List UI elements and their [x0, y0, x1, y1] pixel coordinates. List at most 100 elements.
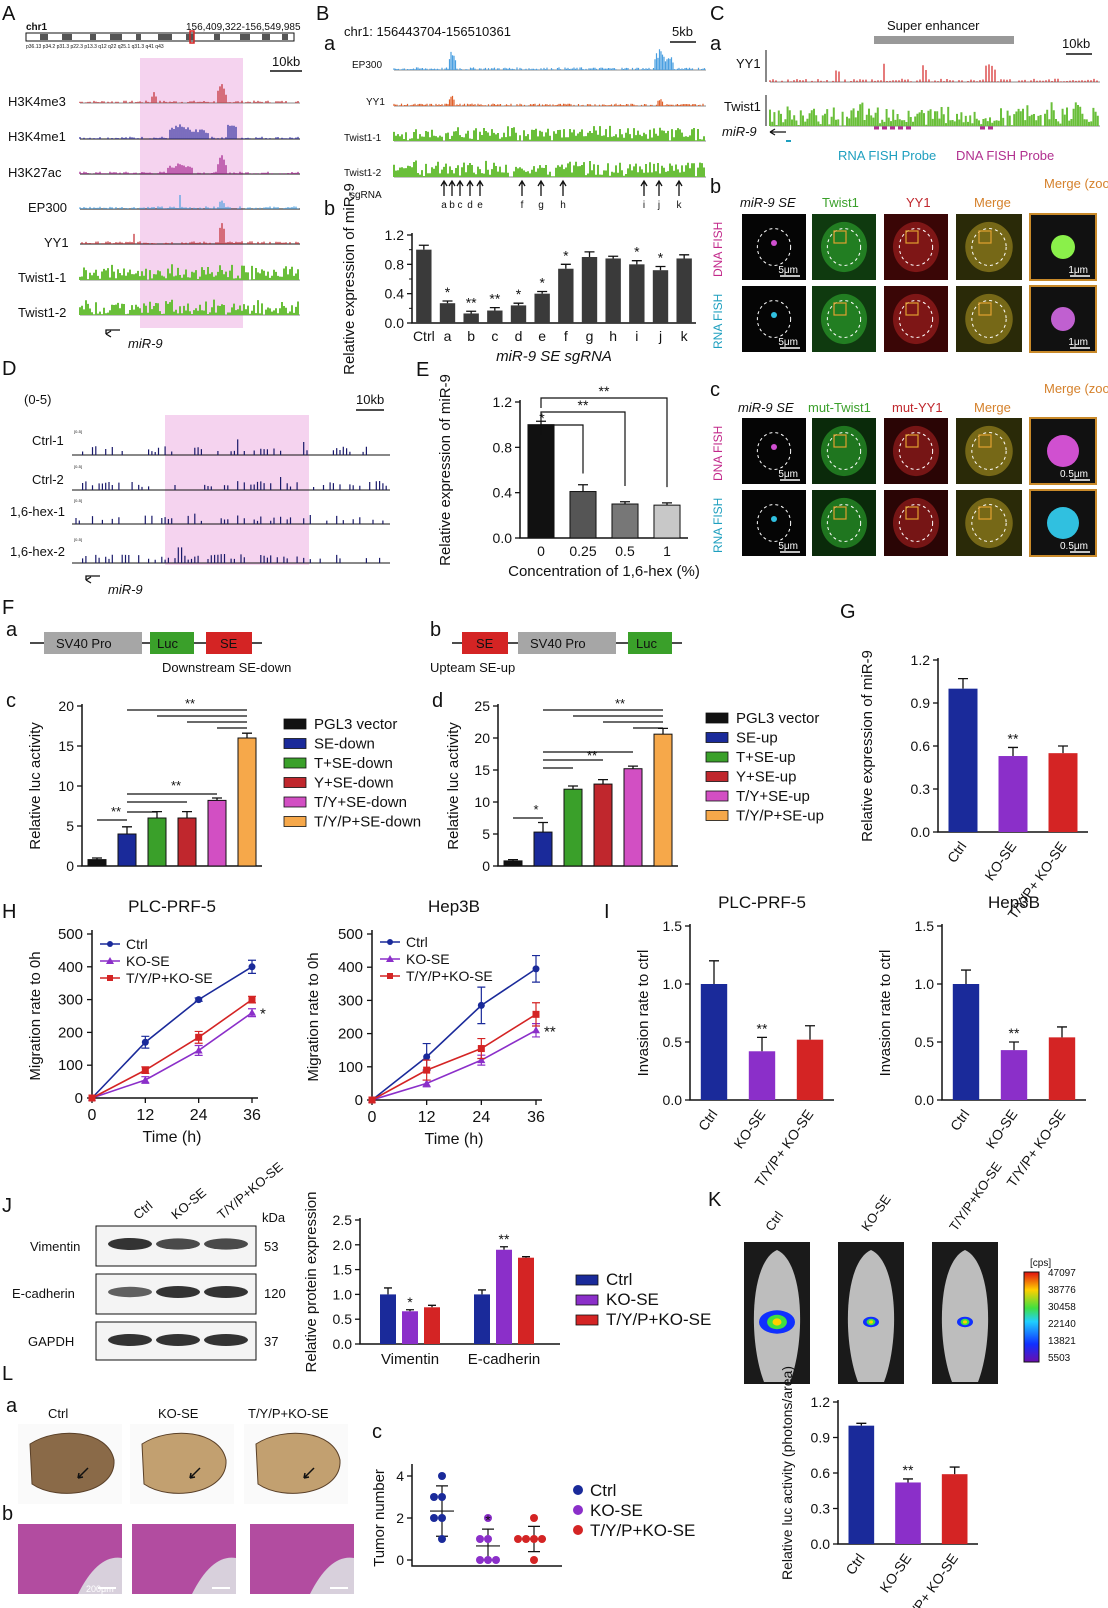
microscopy-image — [956, 214, 1022, 280]
protein-band — [156, 1286, 200, 1298]
signal-peaks — [769, 63, 1098, 82]
nucleus-outline — [971, 504, 1007, 542]
error-bar — [620, 501, 630, 504]
colorbar-tick: 47097 — [1048, 1268, 1076, 1279]
error-bar — [513, 302, 524, 306]
axis — [411, 1464, 562, 1567]
y-tick-label: 1.5 — [915, 918, 935, 934]
signal-peaks — [81, 223, 299, 244]
zoom-box — [833, 230, 847, 244]
bar — [527, 424, 555, 539]
x-tick-label: Ctrl — [842, 1551, 868, 1578]
cell-signal — [820, 293, 868, 345]
sgrna-arrow-icon — [559, 179, 567, 196]
data-point — [476, 1535, 484, 1543]
panel-a: A chr1 156,409,322-156,549,985 p36.13 p3… — [2, 3, 302, 351]
fish-spot — [771, 444, 777, 450]
bar — [581, 257, 598, 323]
size-label: 120 — [264, 1286, 286, 1301]
zoom-box — [833, 434, 847, 448]
significance-mark: * — [516, 286, 522, 302]
data-point — [477, 1056, 486, 1064]
y-tick-label: 0.4 — [493, 485, 513, 501]
nucleus-outline — [756, 432, 792, 470]
scale-label-c: 10kb — [1062, 36, 1090, 51]
error-bar — [568, 785, 578, 790]
y-tick-label: 1.2 — [811, 1394, 831, 1410]
legend-swatch — [705, 771, 729, 782]
error-bar — [466, 310, 477, 314]
panel-label-c: C — [710, 3, 724, 25]
data-point — [195, 996, 203, 1004]
x-tick-label: 36 — [527, 1109, 545, 1126]
y-axis-label: Invasion rate to ctrl — [877, 950, 894, 1077]
sv40-promoter-box — [518, 632, 616, 654]
bar — [463, 313, 479, 323]
track-label: 1,6-hex-1 — [10, 504, 65, 519]
data-point — [438, 1535, 446, 1543]
x-tick-label: 12 — [136, 1107, 154, 1124]
sgrna-arrow-icon — [518, 179, 526, 196]
bar — [748, 1051, 776, 1100]
subpanel-label: a — [6, 1395, 18, 1417]
data-point — [423, 1053, 431, 1061]
significance-mark: * — [563, 247, 569, 263]
cell-signal — [965, 221, 1013, 273]
legend-swatch — [705, 732, 729, 743]
arrow-icon — [77, 1467, 89, 1479]
sgrna-arrow-icon — [456, 179, 464, 196]
chart-h-plc-prf-5: 0 100 200 300 400 500 0 12 24 36 * PLC-PRF-5 Time (h… — [27, 897, 266, 1146]
microscopy-image — [812, 286, 876, 352]
y-tick-label: 100 — [58, 1057, 83, 1074]
column-header: Twist1 — [822, 195, 859, 210]
chart-f-c-luc-activity: 0 5 10 15 20 Relative luc activity ** ** ** — [27, 696, 262, 874]
dna-probe-label: DNA FISH Probe — [956, 148, 1054, 163]
data-point — [422, 1079, 431, 1087]
panel-b: B a chr1: 156443704-156510361 5kb EP300 … — [316, 3, 706, 375]
x-tick-label: h — [609, 328, 617, 344]
track-label: Ctrl-1 — [32, 433, 64, 448]
significance-mark: ** — [1008, 730, 1019, 746]
cell-signal — [820, 497, 868, 549]
error-bar — [182, 810, 192, 818]
sgrna-arrow-icon — [476, 179, 484, 196]
column-header: mut-Twist1 — [808, 400, 871, 415]
x-tick-label: 36 — [243, 1107, 261, 1124]
panel-label-f: F — [2, 597, 14, 619]
box-label: SV40 Pro — [530, 636, 586, 651]
sgrna-arrow-icon — [655, 179, 663, 196]
y-tick-label: 0 — [66, 858, 74, 874]
panel-k: K Ctrl KO-SE T/Y/P+KO-SE [cps] 47097 387… — [708, 1159, 1076, 1608]
row-label: Vimentin — [30, 1239, 80, 1254]
bioluminescence-signal — [869, 1320, 873, 1324]
bar — [952, 984, 980, 1100]
sgrna-arrow-label: a — [441, 200, 447, 211]
y-tick-label: 1.5 — [333, 1262, 353, 1278]
cell-signal — [892, 221, 940, 273]
data-point — [430, 1493, 438, 1501]
zoom-box — [905, 506, 919, 520]
legend-label: T+SE-up — [736, 749, 796, 766]
gene-label-a: miR-9 — [128, 336, 163, 351]
error-bar — [608, 255, 619, 259]
nucleus-outline — [971, 300, 1007, 338]
y-tick-label: 1.0 — [663, 976, 683, 992]
bar — [1000, 1050, 1028, 1100]
x-axis-label: miR-9 SE sgRNA — [496, 348, 612, 365]
error-bar — [631, 260, 642, 265]
significance-mark: ** — [489, 291, 500, 307]
microscopy-image — [742, 286, 806, 352]
legend-f-c: PGL3 vector SE-down T+SE-down Y+SE-down T/Y+… — [283, 716, 421, 831]
data-point — [88, 1094, 96, 1102]
legend-marker — [386, 955, 394, 962]
data-point — [438, 1472, 446, 1480]
colorbar-tick: 38776 — [1048, 1285, 1076, 1296]
data-point — [492, 1556, 500, 1564]
x-axis-label: Time (h) — [143, 1129, 202, 1146]
ideogram-bands — [40, 30, 288, 44]
x-tick-label: 0 — [88, 1107, 97, 1124]
panel-label-k: K — [708, 1189, 722, 1211]
y-axis-label: Relative expression of miR-9 — [437, 374, 454, 566]
sgrna-arrow-label: c — [458, 200, 463, 211]
